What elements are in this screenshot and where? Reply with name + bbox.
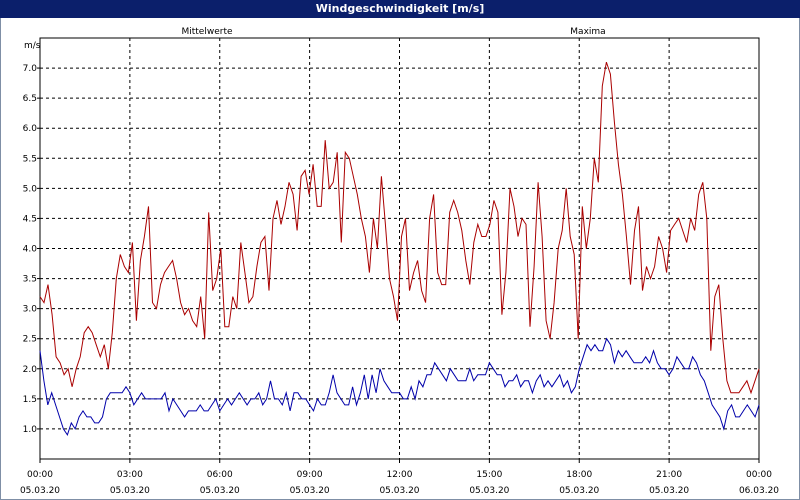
x-tick-time: 03:00 — [117, 470, 143, 480]
y-axis: 1.0 1.5 2.0 2.5 3.0 3.5 4.0 4.5 5.0 5.5 6.0 6.5 7.0 — [23, 64, 40, 435]
y-tick-label: 4.0 — [23, 245, 38, 255]
y-tick-label: 4.5 — [23, 214, 37, 224]
x-tick-time: 06:00 — [207, 470, 233, 480]
series-line-mittelwerte — [39, 337, 760, 437]
x-tick-date: 05.03.20 — [649, 486, 689, 496]
x-tick-time: 00:00 — [27, 470, 53, 480]
legend-maxima: Maxima — [570, 27, 605, 37]
x-tick-time: 21:00 — [656, 470, 682, 480]
y-tick-label: 1.0 — [23, 425, 38, 435]
series-lines — [39, 61, 760, 437]
y-tick-label: 3.0 — [23, 305, 38, 315]
series-line-maxima — [39, 61, 760, 395]
window-title: Windgeschwindigkeit [m/s] — [0, 0, 800, 18]
x-axis: 00:00 05.03.20 03:00 05.03.20 06:00 05.03.20 0… — [20, 459, 779, 496]
x-tick-time: 12:00 — [387, 470, 413, 480]
y-tick-label: 2.0 — [23, 365, 38, 375]
x-tick-time: 00:00 — [746, 470, 772, 480]
y-tick-label: 6.0 — [23, 124, 38, 134]
legend-mittelwerte: Mittelwerte — [181, 27, 232, 37]
y-tick-label: 6.5 — [23, 94, 37, 104]
x-tick-date: 05.03.20 — [379, 486, 419, 496]
x-tick-time: 18:00 — [566, 470, 592, 480]
y-tick-label: 3.5 — [23, 275, 37, 285]
y-tick-label: 1.5 — [23, 395, 37, 405]
y-tick-label: 5.0 — [23, 184, 38, 194]
y-axis-label: m/s — [24, 41, 41, 51]
x-tick-date: 05.03.20 — [200, 486, 240, 496]
x-tick-date: 05.03.20 — [290, 486, 330, 496]
y-tick-label: 2.5 — [23, 335, 37, 345]
x-tick-date: 05.03.20 — [110, 486, 150, 496]
x-tick-time: 09:00 — [297, 470, 323, 480]
x-tick-date: 05.03.20 — [20, 486, 60, 496]
x-tick-date: 05.03.20 — [469, 486, 509, 496]
x-tick-date: 05.03.20 — [559, 486, 599, 496]
x-tick-time: 15:00 — [476, 470, 502, 480]
y-tick-label: 5.5 — [23, 154, 37, 164]
y-tick-label: 7.0 — [23, 64, 38, 74]
x-tick-date: 06.03.20 — [739, 486, 779, 496]
